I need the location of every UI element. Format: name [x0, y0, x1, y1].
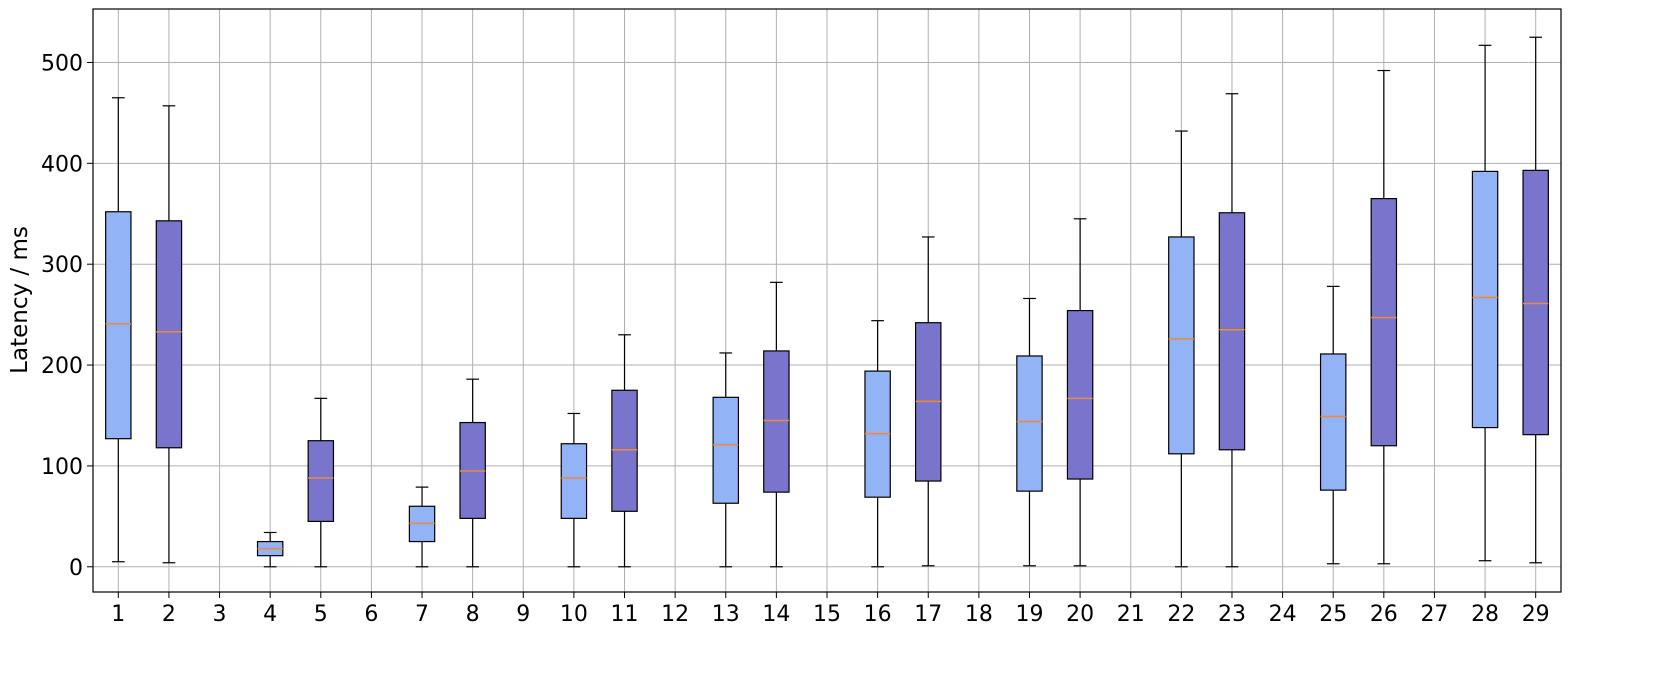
x-tick-label: 26 — [1370, 602, 1398, 627]
y-tick-label: 500 — [41, 51, 83, 76]
x-tick-label: 6 — [364, 602, 378, 627]
box-11 — [611, 334, 638, 568]
box-2 — [155, 105, 183, 564]
x-tick-label: 25 — [1319, 602, 1347, 627]
x-tick-label: 5 — [314, 602, 328, 627]
box-20 — [1066, 218, 1094, 567]
box-29 — [1522, 36, 1549, 564]
y-axis-label: Latency / ms — [7, 226, 33, 374]
y-tick-label: 0 — [69, 556, 83, 581]
iqr-box — [763, 350, 790, 493]
box-17 — [914, 236, 942, 567]
iqr-box — [1370, 198, 1398, 447]
x-tick-label: 19 — [1015, 602, 1043, 627]
iqr-box — [1319, 353, 1347, 491]
iqr-box — [155, 220, 183, 449]
x-tick-label: 28 — [1471, 602, 1499, 627]
box-5 — [307, 397, 335, 568]
box-25 — [1319, 285, 1347, 565]
iqr-box — [307, 440, 335, 522]
box-19 — [1016, 297, 1043, 567]
x-tick-label: 4 — [263, 602, 277, 627]
iqr-box — [105, 211, 132, 440]
x-tick-label: 2 — [162, 602, 176, 627]
y-tick-label: 300 — [41, 253, 83, 278]
box-13 — [712, 352, 740, 568]
x-tick-label: 15 — [813, 602, 841, 627]
box-22 — [1168, 130, 1195, 568]
iqr-box — [560, 443, 588, 519]
box-8 — [459, 378, 486, 568]
x-tick-label: 14 — [762, 602, 790, 627]
x-tick-label: 1 — [111, 602, 125, 627]
x-tick-label: 21 — [1117, 602, 1145, 627]
x-tick-label: 18 — [965, 602, 993, 627]
iqr-box — [1522, 169, 1549, 436]
box-23 — [1218, 93, 1246, 568]
x-tick-label: 9 — [516, 602, 530, 627]
plot-frame — [92, 8, 1562, 593]
x-tick-label: 3 — [213, 602, 227, 627]
x-tick-label: 29 — [1522, 602, 1550, 627]
y-tick-label: 200 — [41, 354, 83, 379]
box-4 — [256, 531, 284, 568]
iqr-box — [1471, 170, 1499, 429]
box-16 — [864, 320, 891, 568]
box-10 — [560, 412, 588, 568]
iqr-box — [1016, 355, 1043, 492]
x-tick-label: 17 — [914, 602, 942, 627]
x-tick-label: 11 — [611, 602, 639, 627]
x-tick-label: 12 — [661, 602, 689, 627]
x-tick-label: 23 — [1218, 602, 1246, 627]
axis-layer: 1 2 3 4 5 6 7 8 9 10 11 12 13 14 15 16 17 18 19 20 21 22 23 24 2… — [41, 8, 1562, 627]
x-tick-label: 22 — [1167, 602, 1195, 627]
iqr-box — [712, 396, 740, 504]
x-tick-label: 8 — [466, 602, 480, 627]
y-tick-label: 400 — [41, 152, 83, 177]
x-tick-label: 27 — [1420, 602, 1448, 627]
box-26 — [1370, 69, 1398, 565]
box-layer — [105, 36, 1549, 568]
iqr-box — [1218, 212, 1246, 451]
iqr-box — [611, 389, 638, 512]
x-tick-label: 16 — [864, 602, 892, 627]
box-14 — [763, 281, 790, 568]
x-tick-label: 20 — [1066, 602, 1094, 627]
x-tick-label: 10 — [560, 602, 588, 627]
box-1 — [105, 97, 132, 563]
box-7 — [408, 486, 436, 568]
x-tick-label: 24 — [1269, 602, 1297, 627]
y-tick-label: 100 — [41, 455, 83, 480]
iqr-box — [1066, 309, 1094, 480]
x-tick-label: 13 — [712, 602, 740, 627]
iqr-box — [1168, 236, 1195, 455]
x-tick-label: 7 — [415, 602, 429, 627]
box-28 — [1471, 44, 1499, 562]
